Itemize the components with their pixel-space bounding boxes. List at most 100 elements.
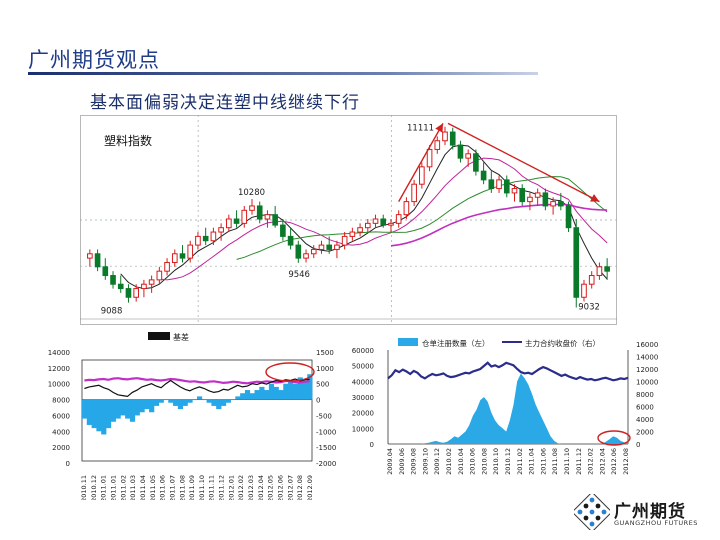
highlight-ellipse — [265, 362, 315, 382]
candle-body — [395, 214, 402, 224]
candle-body — [141, 283, 147, 290]
y-left-tick: 0 — [66, 460, 70, 468]
candle-body — [102, 266, 109, 277]
candle-body — [148, 279, 155, 285]
candle-body — [503, 179, 510, 194]
candle-body — [588, 275, 595, 285]
candle-body — [511, 188, 518, 194]
candle-body — [341, 235, 348, 246]
basis-bar — [177, 399, 184, 410]
x-tick: 2011.02 — [516, 448, 524, 475]
x-tick: 2012.07 — [286, 475, 294, 500]
basis-bar — [216, 399, 222, 410]
candle-body — [480, 170, 487, 181]
y-right-tick: 500 — [316, 381, 329, 389]
y-right-tick: 1000 — [316, 365, 334, 373]
candle-body — [565, 205, 572, 229]
candle-body — [457, 144, 464, 159]
x-tick: 2011.10 — [563, 448, 571, 475]
basis-bar — [206, 399, 212, 403]
basis-bar — [105, 399, 112, 429]
candle-body — [604, 266, 610, 272]
ma20-line — [236, 176, 608, 260]
basis-bar — [283, 383, 289, 400]
x-tick: 2012.06 — [610, 448, 618, 475]
candle-body — [411, 183, 417, 203]
y-left-tick: 10000 — [48, 381, 70, 389]
candle-body — [380, 218, 387, 226]
basis-bar — [173, 399, 179, 406]
candle-body — [202, 235, 209, 242]
candle-body — [326, 244, 333, 250]
highlight-ellipse — [597, 430, 631, 446]
basis-bar — [129, 399, 136, 422]
y-left-tick: 60000 — [352, 347, 374, 355]
candle-body — [334, 244, 340, 250]
basis-bar — [273, 386, 279, 400]
candle-body — [434, 140, 441, 150]
x-tick: 2012.05 — [267, 475, 275, 500]
basis-bar — [254, 390, 260, 400]
candle-body — [195, 235, 201, 246]
y-left-tick: 6000 — [52, 412, 70, 420]
candle-body — [249, 205, 255, 211]
candle-body — [534, 192, 541, 198]
x-tick: 2009.04 — [386, 448, 394, 475]
x-tick: 2011.11 — [208, 475, 216, 500]
y-left-tick: 2000 — [52, 444, 70, 452]
y-left-tick: 50000 — [352, 363, 374, 371]
price-annotation: 9546 — [288, 270, 310, 280]
y-right-tick: -2000 — [316, 460, 336, 468]
price-annotation: 10280 — [238, 188, 265, 198]
chart-frame — [80, 115, 617, 325]
company-logo: 广州期货 GUANGZHOU FUTURES — [571, 491, 704, 534]
x-tick: 2011.02 — [119, 475, 127, 500]
x-tick: 2011.08 — [551, 448, 559, 475]
y-left-tick: 12000 — [48, 365, 70, 373]
x-tick: 2009.10 — [421, 448, 429, 475]
candle-body — [264, 214, 271, 220]
basis-bar — [264, 390, 270, 400]
price-annotation-label: 9546 — [288, 270, 310, 280]
x-tick: 2010.02 — [445, 448, 453, 475]
x-tick: 2012.03 — [247, 475, 255, 500]
y-left-tick: 14000 — [48, 349, 70, 357]
x-tick: 2009.08 — [410, 448, 418, 475]
x-tick: 2010.08 — [480, 448, 488, 475]
basis-bar — [249, 393, 255, 400]
y-right-tick: 14000 — [636, 354, 658, 362]
candle-body — [596, 266, 603, 277]
price-annotation: 11111 — [407, 124, 434, 134]
x-tick: 2012.04 — [598, 448, 606, 475]
basis-bar — [211, 399, 217, 406]
legend-label-warrant: 仓单注册数量（左） — [422, 338, 490, 348]
x-tick: 2011.12 — [218, 475, 226, 500]
candle-body — [388, 222, 394, 226]
trend-arrow-down — [447, 122, 600, 203]
x-tick: 2012.08 — [622, 448, 630, 475]
basis-bar — [82, 399, 88, 419]
basis-bar — [235, 396, 241, 400]
basis-bar — [187, 399, 193, 403]
candle-body — [241, 209, 248, 224]
y-right-tick: 4000 — [636, 416, 654, 424]
x-tick: 2011.01 — [109, 475, 117, 500]
basis-bar — [307, 374, 313, 400]
x-tick: 2011.10 — [198, 475, 206, 500]
candle-body — [287, 235, 294, 246]
candle-body — [550, 201, 556, 207]
page-title: 广州期货观点 — [28, 48, 160, 72]
price-annotation-label: 9032 — [578, 303, 600, 313]
legend-swatch — [148, 332, 170, 340]
y-right-tick: 16000 — [636, 341, 658, 349]
x-tick: 2010.11 — [80, 475, 88, 500]
candle-body — [496, 179, 502, 190]
x-tick: 2012.01 — [227, 475, 235, 500]
candle-body — [117, 283, 124, 290]
y-right-tick: 12000 — [636, 366, 658, 374]
candle-body — [403, 201, 410, 216]
basis-bar — [297, 377, 303, 400]
candle-body — [573, 227, 580, 298]
x-tick: 2011.08 — [178, 475, 186, 500]
candle-body — [558, 201, 564, 207]
